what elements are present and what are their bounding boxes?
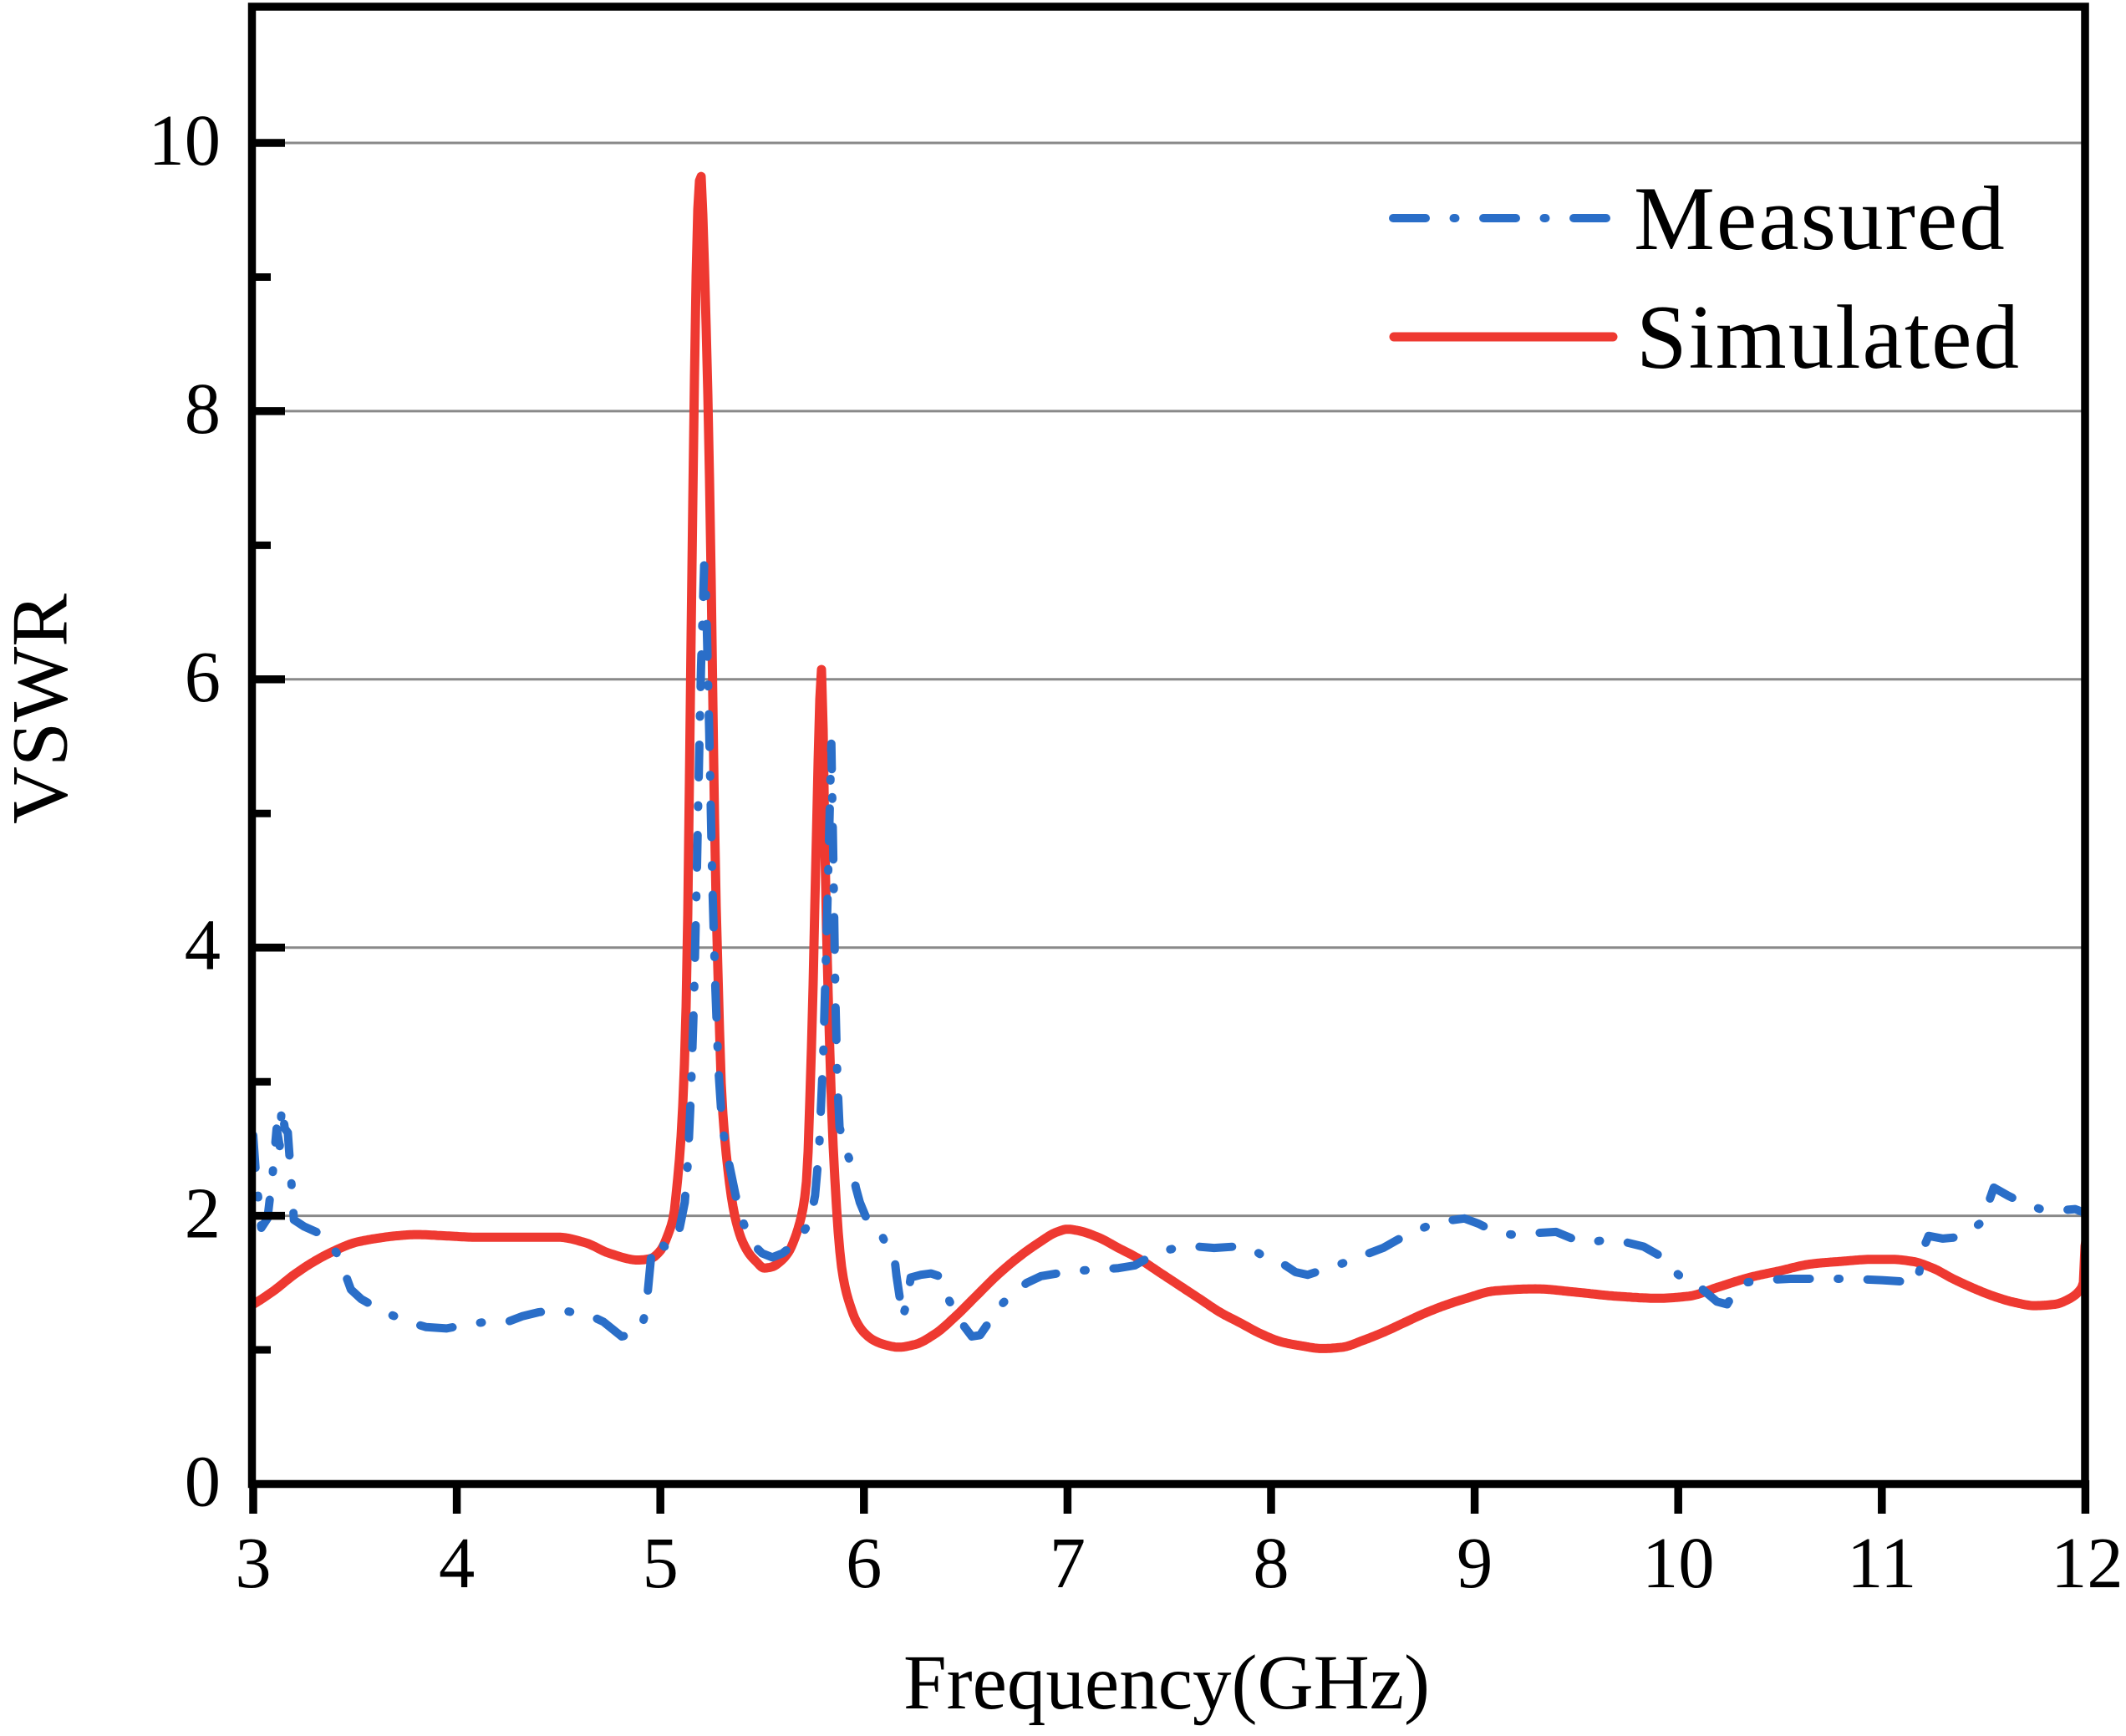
svg-text:12: 12 bbox=[2051, 1523, 2123, 1603]
svg-text:Simulated: Simulated bbox=[1636, 287, 2021, 388]
svg-text:2: 2 bbox=[185, 1173, 221, 1254]
svg-text:8: 8 bbox=[185, 369, 221, 449]
svg-text:11: 11 bbox=[1847, 1523, 1916, 1603]
svg-text:8: 8 bbox=[1253, 1523, 1289, 1603]
svg-text:10: 10 bbox=[1642, 1523, 1715, 1603]
svg-text:5: 5 bbox=[643, 1523, 679, 1603]
svg-text:6: 6 bbox=[185, 637, 221, 717]
svg-text:4: 4 bbox=[439, 1523, 475, 1603]
svg-text:4: 4 bbox=[185, 905, 221, 985]
svg-text:3: 3 bbox=[235, 1523, 271, 1603]
svg-text:0: 0 bbox=[185, 1442, 221, 1522]
svg-text:Frequency(GHz): Frequency(GHz) bbox=[903, 1640, 1430, 1726]
svg-text:6: 6 bbox=[846, 1523, 882, 1603]
svg-text:9: 9 bbox=[1457, 1523, 1493, 1603]
svg-text:7: 7 bbox=[1050, 1523, 1086, 1603]
svg-text:10: 10 bbox=[149, 100, 221, 181]
svg-text:VSWR: VSWR bbox=[0, 593, 84, 824]
svg-text:Measured: Measured bbox=[1634, 168, 2006, 269]
